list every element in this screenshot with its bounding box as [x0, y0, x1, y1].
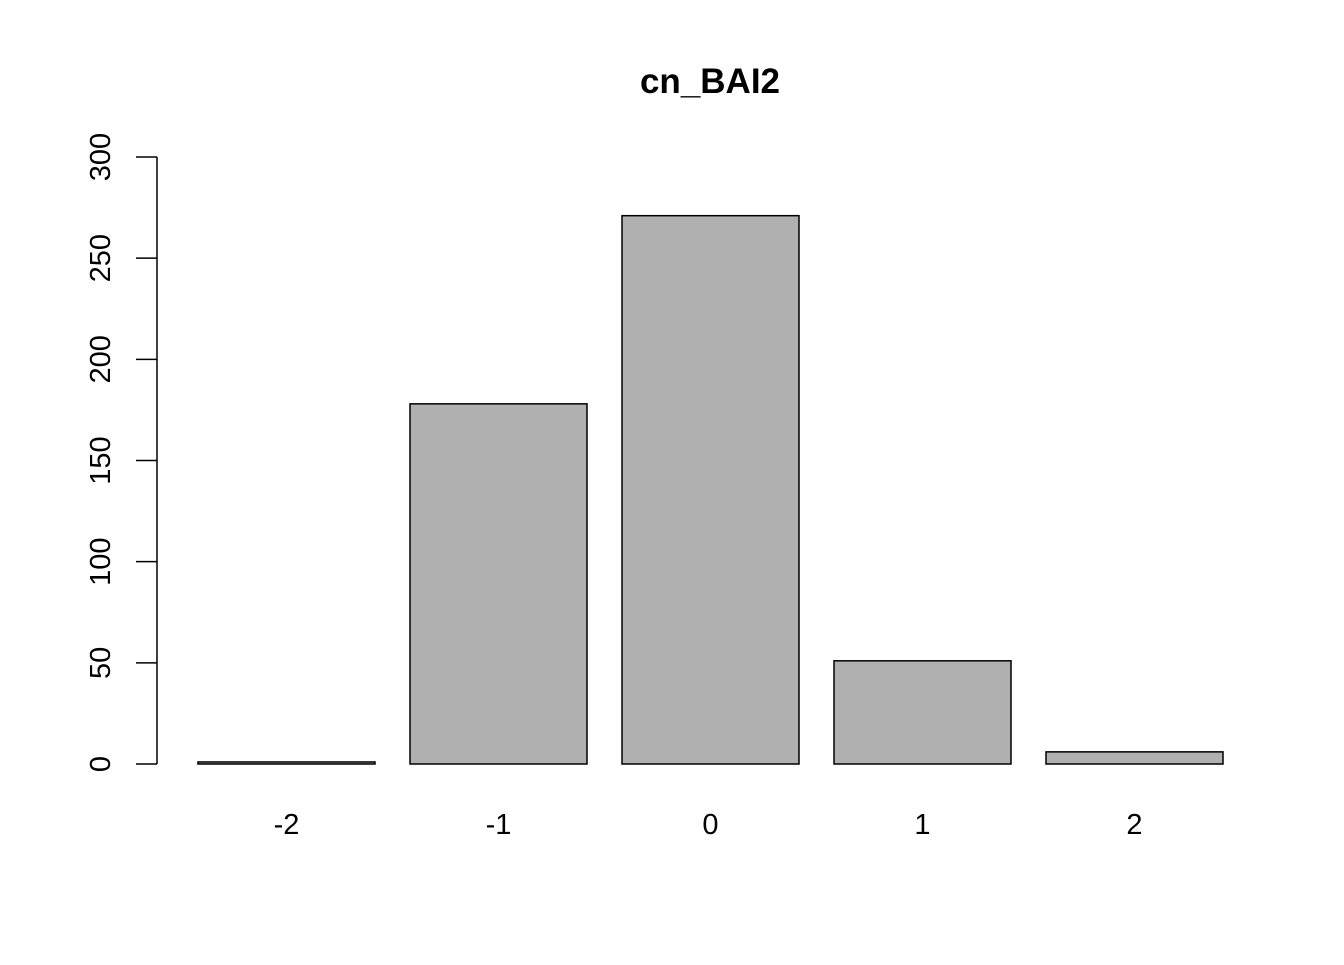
- y-tick-label: 250: [85, 234, 117, 282]
- bar-2: [1045, 751, 1224, 765]
- bar-0: [621, 214, 800, 765]
- x-tick-label: 1: [914, 809, 930, 841]
- bar-1: [833, 660, 1012, 765]
- y-tick-label: 100: [85, 537, 117, 585]
- bars-group: [197, 214, 1224, 765]
- bar--1: [409, 403, 588, 765]
- x-tick-label: -2: [274, 809, 300, 841]
- x-tick-labels: -2 -1 0 1 2: [274, 809, 1143, 841]
- bar--2: [197, 761, 376, 765]
- y-tick-label: 150: [85, 436, 117, 484]
- y-tick-label: 0: [85, 756, 117, 772]
- y-axis: 0 50 100 150 200 250 300: [85, 133, 158, 772]
- x-tick-label: -1: [486, 809, 512, 841]
- y-tick-label: 300: [85, 133, 117, 181]
- y-tick-label: 200: [85, 335, 117, 383]
- y-tick-label: 50: [85, 647, 117, 679]
- x-tick-label: 0: [702, 809, 718, 841]
- chart-title: cn_BAI2: [640, 62, 780, 101]
- x-tick-label: 2: [1126, 809, 1142, 841]
